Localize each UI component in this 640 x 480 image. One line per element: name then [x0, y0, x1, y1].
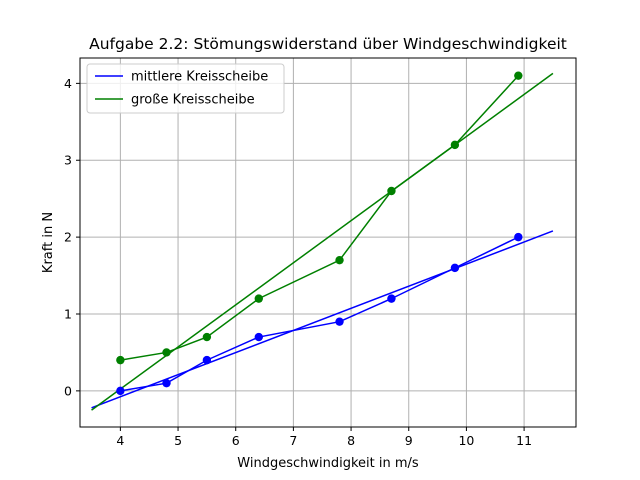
x-tick-label: 6	[232, 433, 240, 448]
x-tick-label: 4	[116, 433, 124, 448]
y-axis-ticks: 0 1 2 3 4	[64, 76, 80, 398]
data-point-series-1	[387, 186, 396, 196]
data-point-series-1	[116, 355, 125, 365]
data-lines	[120, 75, 519, 392]
x-tick-label: 8	[347, 433, 355, 448]
legend-label-mittlere: mittlere Kreisscheibe	[131, 70, 268, 85]
y-tick-label: 4	[64, 76, 72, 91]
legend-box	[86, 63, 285, 114]
y-tick-label: 0	[64, 383, 72, 398]
data-point-series-0	[450, 263, 460, 273]
data-point-series-1	[335, 255, 344, 265]
data-line-series-0	[120, 236, 519, 392]
y-axis-label: Kraft in N	[41, 212, 56, 273]
chart-title: Aufgabe 2.2: Stömungswiderstand über Win…	[89, 35, 567, 53]
data-point-series-0	[162, 378, 171, 388]
data-point-series-0	[116, 386, 125, 396]
data-point-series-1	[202, 332, 212, 342]
data-point-series-0	[514, 232, 523, 242]
legend-label-grosse: große Kreisscheibe	[131, 93, 255, 108]
x-tick-label: 10	[458, 433, 474, 448]
legend: mittlere Kreisscheibe große Kreisscheibe	[86, 63, 285, 114]
x-tick-label: 5	[174, 433, 182, 448]
data-point-series-1	[450, 140, 460, 150]
data-point-series-1	[514, 71, 523, 80]
fit-line-series-0	[91, 230, 554, 409]
x-axis-ticks: 4 5 6 7 8 9 10 11	[116, 427, 532, 448]
data-point-series-0	[335, 317, 344, 326]
x-axis-label: Windgeschwindigkeit in m/s	[237, 456, 419, 471]
data-point-series-0	[254, 332, 263, 342]
data-markers	[116, 71, 523, 396]
data-point-series-1	[254, 294, 263, 303]
y-tick-label: 2	[64, 230, 72, 245]
data-point-series-0	[387, 294, 396, 303]
plot-frame	[79, 57, 577, 428]
x-tick-label: 7	[289, 433, 297, 448]
y-tick-label: 1	[64, 306, 72, 321]
data-point-series-1	[162, 348, 171, 357]
y-tick-label: 3	[64, 153, 72, 168]
data-line-series-1	[120, 75, 519, 361]
x-tick-label: 11	[516, 433, 532, 448]
data-point-series-0	[202, 355, 212, 365]
x-tick-label: 9	[405, 433, 413, 448]
